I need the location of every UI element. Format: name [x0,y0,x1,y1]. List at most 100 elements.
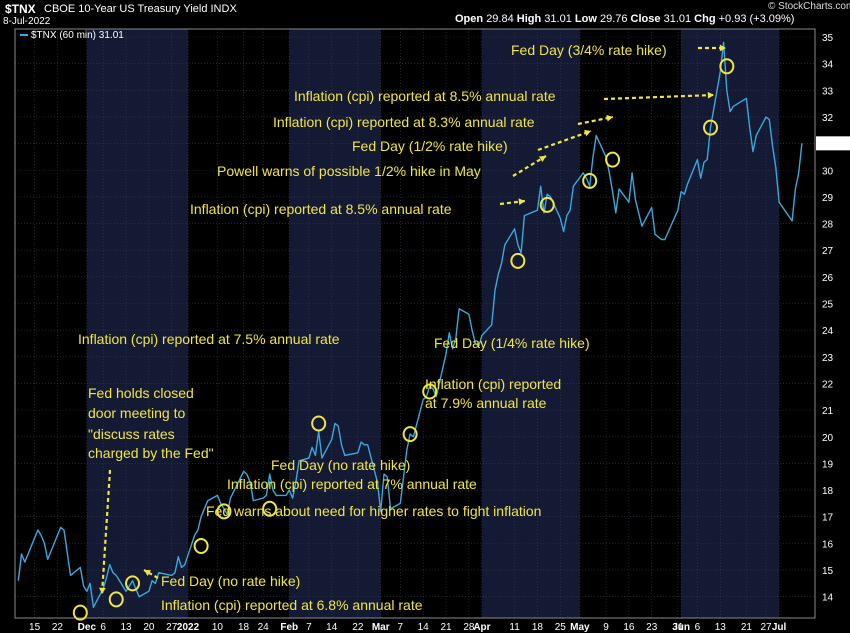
x-tick-label: 7 [398,622,404,633]
annotation-arrowhead [518,198,525,206]
x-tick-label: 18 [238,622,250,633]
x-tick-label: Jun [672,622,690,633]
x-tick-label: 27 [166,622,178,633]
chart-title: CBOE 10-Year US Treasury Yield INDX [44,3,237,15]
annotation-arrow [537,129,592,152]
annotation-label: Fed Day (1/2% rate hike) [352,138,508,154]
x-tick-label: Feb [280,622,298,633]
x-tick-label: 11 [509,622,520,633]
y-tick-label: 25 [822,300,834,311]
annotation-label: Inflation (cpi) reported at 7.5% annual … [78,331,340,347]
annotation-arrow [603,93,715,101]
x-tick-label: 14 [326,622,338,633]
annotation-label: charged by the Fed" [88,445,214,461]
month-band [579,29,682,618]
x-tick-label: 20 [143,622,155,633]
open-value: 29.84 [486,13,514,25]
x-tick-label: 28 [463,622,475,633]
month-band [779,29,815,618]
y-tick-label: 35 [822,33,834,44]
x-tick-label: 9 [603,622,609,633]
annotation-label: Inflation (cpi) reported at 8.5% annual … [294,88,556,104]
stockcharts-credit: © StockCharts.com [768,1,850,12]
annotation-label: Inflation (cpi) reported at 8.5% annual … [190,201,452,217]
chart-header: $TNX CBOE 10-Year US Treasury Yield INDX… [0,0,850,30]
month-band [681,29,780,618]
annotation-label: Fed Day (1/4% rate hike) [434,335,590,351]
x-tick-label: 10 [212,622,224,633]
last-value-label: 31.01 [819,139,844,150]
y-tick-label: 24 [822,326,834,337]
x-tick-label: Jul [772,622,787,633]
chg-value: +0.93 (+3.09%) [718,13,795,25]
annotation-marker [108,591,124,608]
symbol: $TNX [5,2,36,16]
annotation-marker [193,538,209,555]
annotation-label: door meeting to [88,405,185,421]
annotation-marker [216,503,232,520]
annotation-label: Fed Day (3/4% rate hike) [511,42,667,58]
annotation-label: Fed warns about need for higher rates to… [206,503,541,519]
x-tick-label: 14 [418,622,430,633]
annotation-marker [125,575,141,592]
annotation-marker [510,252,526,269]
series-line [17,41,803,608]
annotation-marker [719,58,735,75]
x-tick-label: 25 [555,622,567,633]
y-tick-label: 19 [822,459,834,470]
annotation-marker [539,196,555,213]
legend: $TNX (60 min) 31.01 [20,30,124,41]
annotation-marker [605,151,621,168]
x-tick-label: 18 [532,622,544,633]
annotation-label: "discuss rates [88,426,175,442]
open-label: Open [455,13,484,25]
low-value: 29.76 [599,13,628,25]
last-value-box [816,136,850,151]
high-value: 31.01 [544,13,572,25]
y-tick-label: 30 [822,166,834,177]
y-tick-label: 22 [822,379,834,390]
annotation-label: Fed Day (no rate hike) [271,457,410,473]
x-tick-label: Dec [78,622,97,633]
month-band [481,29,580,618]
annotation-label: Inflation (cpi) reported at 6.8% annual … [161,597,423,613]
annotation-marker [72,604,88,621]
annotation-label: Inflation (cpi) reported at 8.3% annual … [273,114,535,130]
annotation-arrowhead [606,114,613,122]
month-band [15,29,87,618]
x-tick-label: 22 [52,622,64,633]
chart-date: 8-Jul-2022 [3,16,51,27]
month-band [289,29,381,618]
x-tick-label: 6 [100,622,106,633]
x-tick-label: 15 [29,622,41,633]
annotation-marker [402,426,418,443]
y-tick-label: 21 [822,406,834,417]
x-tick-label: 16 [623,622,635,633]
month-band [86,29,189,618]
y-tick-label: 28 [822,220,834,231]
annotation-arrowhead [584,129,591,137]
plot-frame [14,28,816,619]
close-value: 31.01 [663,13,692,25]
y-tick-label: 34 [822,60,834,71]
y-tick-label: 23 [822,353,834,364]
y-tick-label: 14 [822,593,834,604]
annotation-label: at 7.9% annual rate [425,395,547,411]
annotation-marker [703,119,719,136]
x-tick-label: 13 [715,622,727,633]
y-tick-label: 29 [822,193,834,204]
x-tick-label: May [570,622,590,633]
close-label: Close [630,13,661,25]
y-tick-label: 15 [822,566,834,577]
x-tick-label: Mar [372,622,390,633]
month-band [380,29,482,618]
annotation-arrowhead [99,587,106,594]
ohlc-readout: Open 29.84 High 31.01 Low 29.76 Close 31… [455,13,794,25]
annotation-arrowhead [719,44,726,52]
x-tick-label: 24 [258,622,270,633]
annotation-label: Powell warns of possible 1/2% hike in Ma… [217,163,481,179]
x-tick-label: 7 [306,622,312,633]
y-tick-label: 26 [822,273,834,284]
annotation-marker [422,383,438,400]
